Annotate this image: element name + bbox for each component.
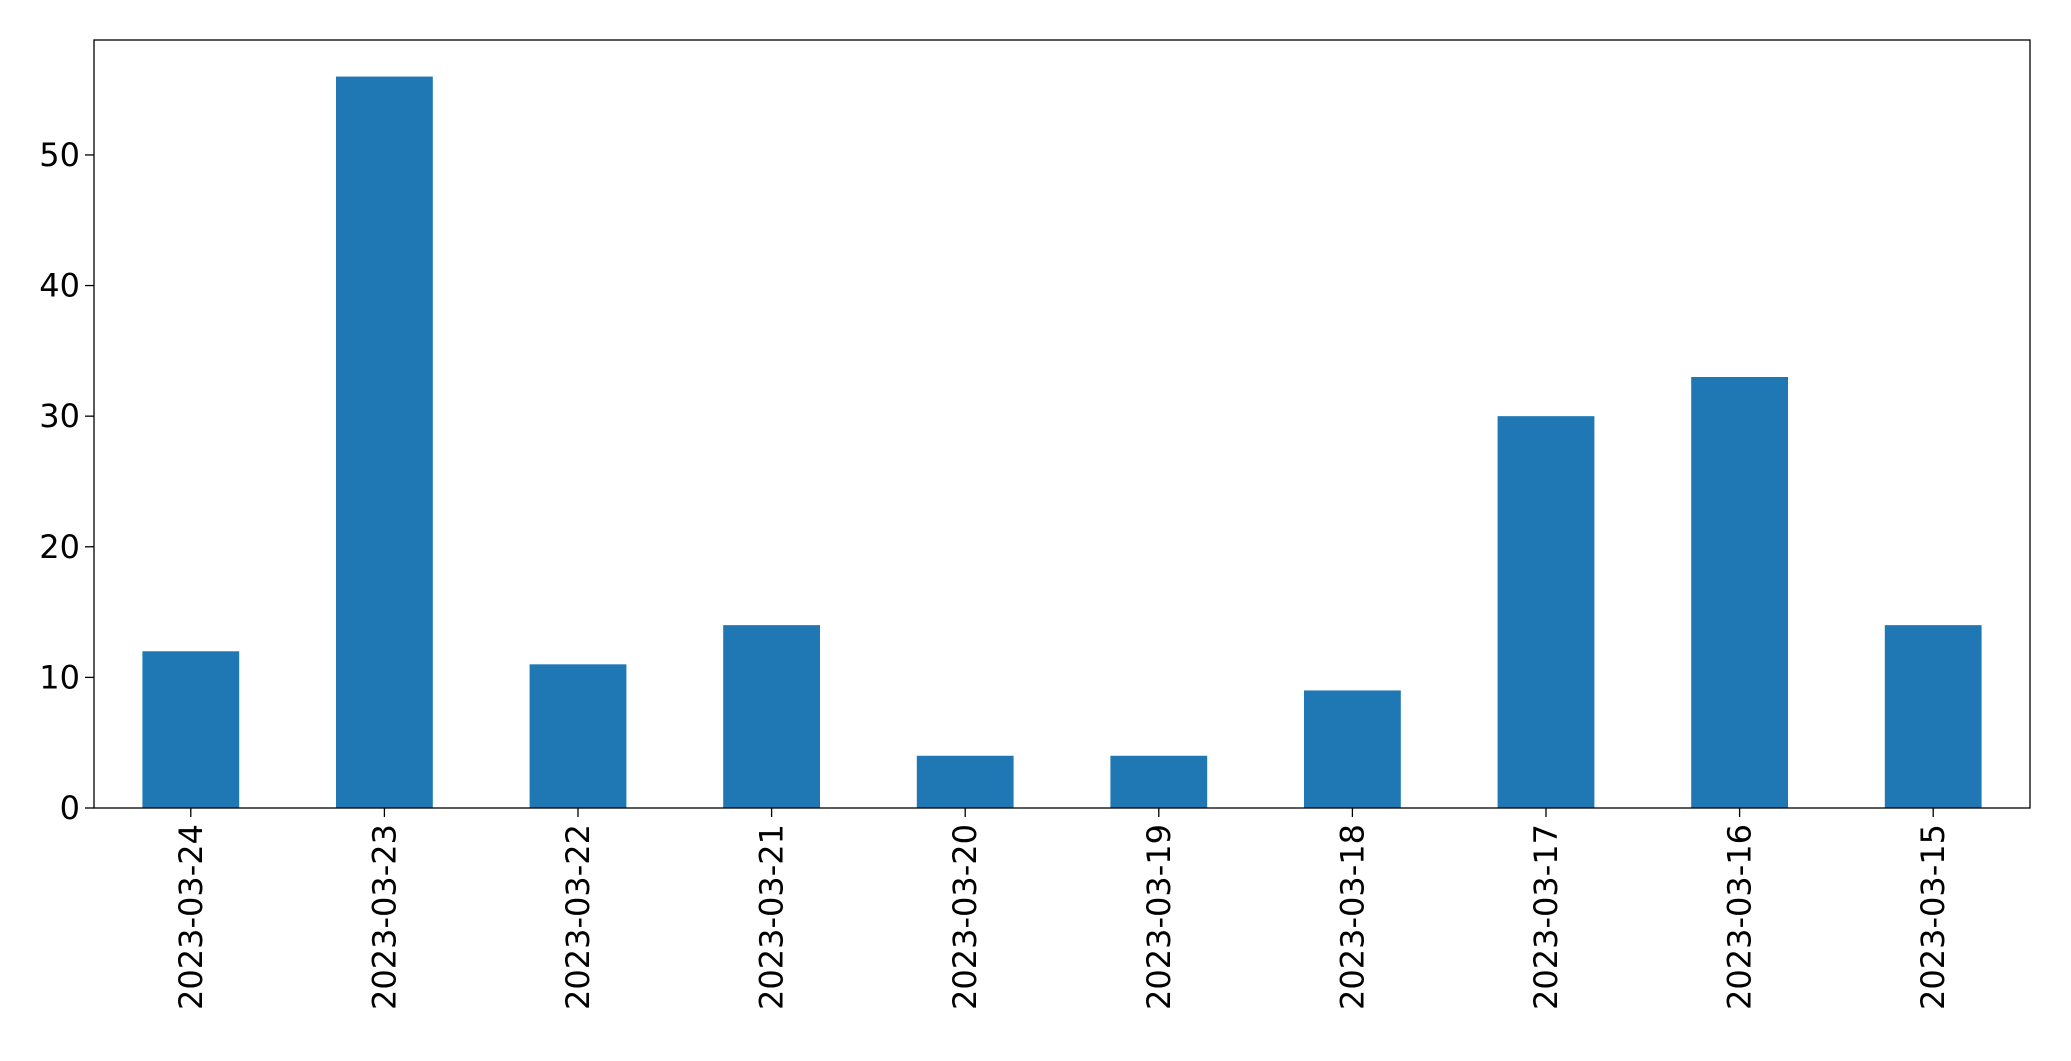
bar — [1497, 416, 1595, 808]
bar — [142, 651, 240, 808]
bar — [1884, 625, 1982, 808]
bar — [1691, 376, 1788, 808]
x-tick-label: 2023-03-18 — [1333, 824, 1371, 1010]
x-tick-label: 2023-03-21 — [753, 824, 791, 1010]
y-tick-label: 30 — [39, 397, 80, 435]
x-tick-label: 2023-03-17 — [1527, 824, 1565, 1010]
x-tick-label: 2023-03-19 — [1140, 824, 1178, 1010]
x-tick-label: 2023-03-24 — [172, 824, 210, 1010]
bar — [916, 755, 1014, 808]
bar — [1110, 755, 1208, 808]
y-tick-label: 20 — [39, 528, 80, 566]
bar — [336, 76, 433, 809]
x-tick-label: 2023-03-20 — [946, 824, 984, 1010]
y-tick-label: 10 — [39, 658, 80, 696]
y-tick-label: 50 — [39, 136, 80, 174]
x-tick-label: 2023-03-23 — [365, 824, 403, 1010]
bar — [1304, 690, 1401, 808]
y-tick-label: 40 — [39, 267, 80, 305]
plot-frame — [93, 39, 2031, 809]
bar — [723, 625, 820, 808]
x-tick-label: 2023-03-22 — [559, 824, 597, 1010]
y-tick-label: 0 — [60, 789, 80, 827]
x-tick-label: 2023-03-16 — [1721, 824, 1759, 1010]
x-tick-label: 2023-03-15 — [1914, 824, 1952, 1010]
bar — [529, 664, 627, 808]
